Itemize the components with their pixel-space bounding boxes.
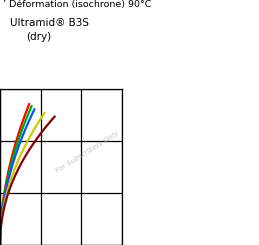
Text: Ultramid® B3S: Ultramid® B3S bbox=[10, 18, 89, 28]
Text: ’ Déformation (isochrone) 90°C: ’ Déformation (isochrone) 90°C bbox=[3, 0, 151, 10]
Text: (dry): (dry) bbox=[26, 32, 51, 42]
Text: For Subscribers Only: For Subscribers Only bbox=[55, 130, 120, 173]
